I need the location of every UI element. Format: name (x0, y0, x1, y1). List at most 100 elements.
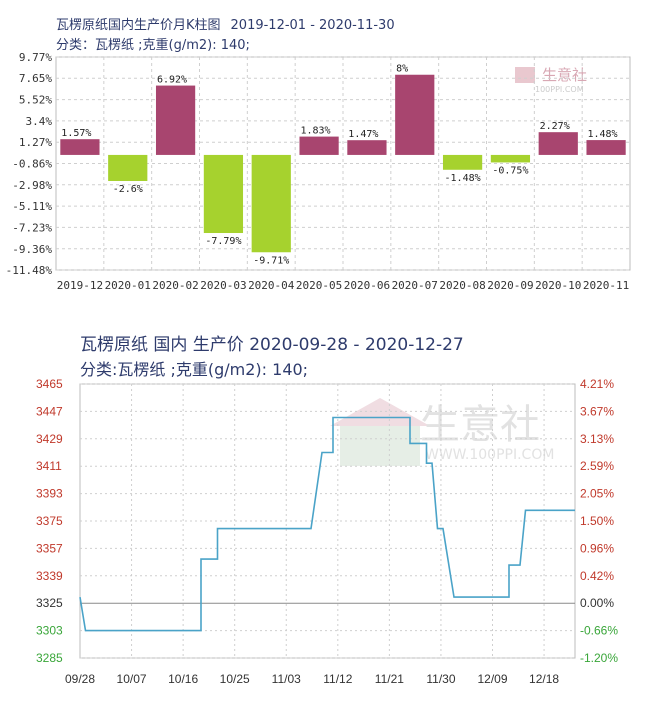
bar-y-tick: -11.48% (6, 264, 53, 277)
bar-data-label: 1.48% (587, 129, 617, 140)
bar-y-tick: 7.65% (19, 72, 52, 85)
bar (299, 136, 339, 155)
left-y-tick: 3447 (36, 404, 63, 418)
bar-data-label: -1.48% (445, 173, 481, 184)
line-watermark-url: WWW.100PPI.COM (425, 447, 554, 463)
line-x-tick: 10/07 (117, 672, 147, 686)
price-line-series (79, 416, 575, 632)
right-y-tick: -1.20% (580, 651, 618, 665)
bar (490, 154, 531, 163)
bar-data-label: -0.75% (492, 165, 528, 176)
bar-data-label: 8% (396, 64, 408, 75)
left-y-tick: 3339 (36, 569, 63, 583)
bar-x-tick: 2020-10 (535, 279, 581, 292)
right-y-tick: 2.05% (580, 487, 614, 501)
right-y-tick: 3.67% (580, 404, 614, 418)
left-y-tick: 3303 (36, 624, 63, 638)
bar-data-label: 1.83% (300, 126, 330, 137)
bar-x-tick: 2020-06 (344, 279, 390, 292)
line-watermark-logo-icon (340, 426, 420, 466)
monthly-bar-chart-panel: 瓦楞原纸国内生产价月K柱图 2019-12-01 - 2020-11-30 分类：… (0, 0, 647, 300)
bar-y-tick: -5.11% (12, 200, 52, 213)
right-y-tick: 0.42% (580, 569, 614, 583)
bar-chart-title: 瓦楞原纸国内生产价月K柱图 2019-12-01 - 2020-11-30 (56, 14, 395, 33)
line-chart-title: 瓦楞原纸 国内 生产价 2020-09-28 - 2020-12-27 (80, 335, 464, 355)
bar-x-tick: 2020-05 (296, 279, 342, 292)
bar-y-tick: -0.86% (12, 158, 52, 171)
bar (395, 74, 435, 155)
bar-y-tick: 1.27% (19, 136, 52, 149)
bar-data-label: 6.92% (157, 75, 187, 86)
right-y-tick: 3.13% (580, 432, 614, 446)
bar-x-tick: 2019-12 (57, 279, 103, 292)
right-y-tick: -0.66% (580, 624, 618, 638)
bar-y-tick: 5.52% (19, 94, 52, 107)
left-y-tick: 3375 (36, 514, 63, 528)
bar-x-tick: 2020-01 (105, 279, 151, 292)
bar (586, 140, 626, 155)
bar-chart-title-text: 瓦楞原纸国内生产价月K柱图 (56, 18, 221, 33)
left-y-tick: 3465 (36, 377, 63, 391)
bar (442, 154, 483, 170)
line-x-tick: 11/12 (323, 672, 352, 686)
bar (251, 154, 291, 253)
bar-x-tick: 2020-11 (583, 279, 629, 292)
line-x-tick: 10/25 (220, 672, 250, 686)
right-y-tick: 4.21% (580, 377, 614, 391)
line-watermark-roof-icon (330, 398, 430, 426)
bar-data-label: 2.27% (540, 121, 570, 132)
left-y-tick: 3325 (36, 596, 63, 610)
bar-chart-subtitle: 分类：瓦楞纸 ;克重(g/m2): 140; (56, 38, 250, 53)
bar-x-tick: 2020-09 (487, 279, 533, 292)
line-x-tick: 12/09 (477, 672, 507, 686)
bar-x-tick: 2020-03 (200, 279, 246, 292)
bar-data-label: 1.47% (348, 129, 378, 140)
right-y-tick: 0.00% (580, 596, 614, 610)
line-chart-subtitle: 分类:瓦楞纸 ;克重(g/m2): 140; (80, 360, 309, 379)
bar-watermark-logo-icon (515, 67, 535, 83)
bar-y-tick: -2.98% (12, 179, 52, 192)
bar-y-tick: -9.36% (12, 243, 52, 256)
bar-data-label: -7.79% (205, 236, 241, 247)
left-y-tick: 3357 (36, 541, 63, 555)
bar (155, 85, 196, 155)
line-watermark-text: 生意社 (420, 402, 540, 448)
right-y-tick: 2.59% (580, 459, 614, 473)
bar (538, 132, 578, 155)
bar-watermark-url: 100PPI.COM (535, 85, 584, 94)
bar (60, 139, 100, 155)
line-x-tick: 11/30 (426, 672, 455, 686)
line-x-tick: 10/16 (168, 672, 198, 686)
line-x-tick: 11/03 (272, 672, 301, 686)
line-x-tick: 12/18 (529, 672, 559, 686)
bar (203, 154, 244, 234)
bar-data-label: -9.71% (253, 255, 289, 266)
bar-watermark-text: 生意社 (542, 66, 587, 84)
bar-x-tick: 2020-08 (439, 279, 485, 292)
line-x-tick: 11/21 (375, 672, 404, 686)
bar-plot-area (55, 56, 631, 271)
left-y-tick: 3411 (36, 459, 62, 473)
bar (108, 154, 148, 181)
line-x-tick: 09/28 (65, 672, 95, 686)
left-y-tick: 3429 (36, 432, 63, 446)
bar-data-label: 1.57% (61, 128, 91, 139)
bar (347, 140, 387, 155)
bar-y-tick: 3.4% (26, 115, 53, 128)
right-y-tick: 0.96% (580, 541, 614, 555)
bar-x-tick: 2020-04 (248, 279, 295, 292)
left-y-tick: 3285 (36, 651, 63, 665)
bar-y-tick: -7.23% (12, 221, 52, 234)
left-y-tick: 3393 (36, 487, 63, 501)
price-line-chart-panel: 瓦楞原纸 国内 生产价 2020-09-28 - 2020-12-27 分类:瓦… (0, 318, 647, 718)
bar-data-label: -2.6% (113, 184, 143, 195)
bar-x-tick: 2020-02 (152, 279, 198, 292)
bar-chart-date-range: 2019-12-01 - 2020-11-30 (230, 18, 395, 33)
right-y-tick: 1.50% (580, 514, 614, 528)
bar-y-tick: 9.77% (19, 51, 52, 64)
bar-x-tick: 2020-07 (392, 279, 438, 292)
